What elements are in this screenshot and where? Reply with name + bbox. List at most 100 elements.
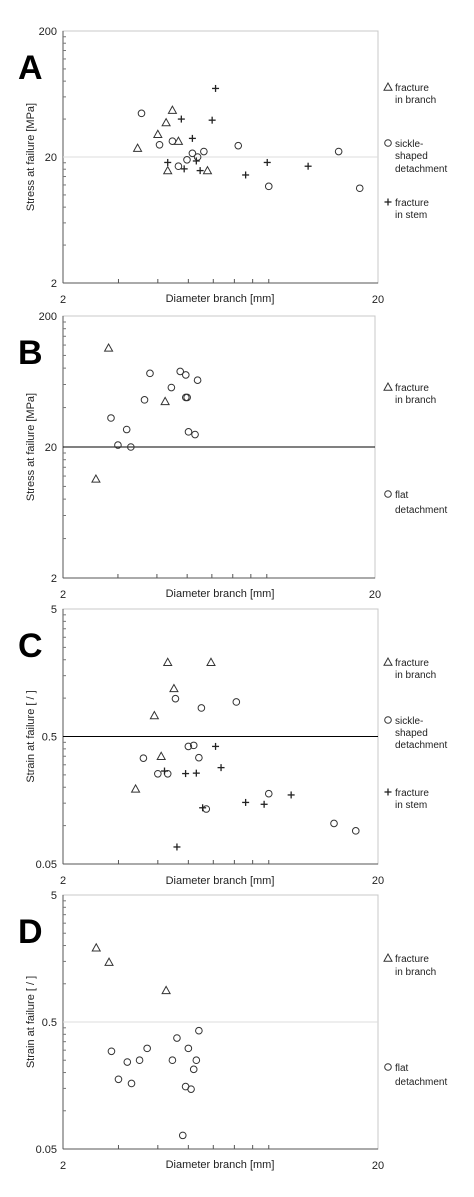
x-axis-title: Diameter branch [mm] [166,875,275,887]
data-point-circle [188,149,197,158]
legend-marker-triangle [383,656,393,666]
data-point-circle [107,414,115,422]
data-point-circle [234,141,243,150]
series-triangle [91,342,170,483]
data-point-circle [167,383,176,392]
data-point-triangle [91,473,101,483]
legend-label: sickle- [395,716,423,727]
data-point-circle [195,753,203,762]
data-point-plus [192,157,200,165]
legend-marker-triangle [383,81,393,91]
data-point-plus [173,843,181,851]
data-point-plus [196,167,204,175]
data-point-circle [168,137,177,145]
data-point-triangle [167,105,178,114]
legend-marker-circle [384,139,392,147]
data-point-circle [114,441,122,449]
legend-label: detachment [395,1077,447,1088]
panel-letter: C [18,627,43,665]
legend-label: flat [395,1063,409,1074]
legend-label: in branch [395,670,436,681]
data-point-plus [304,162,312,170]
legend-label: shaped [395,151,428,162]
panel-a: 2 20 2 20 200 Diameter branch [mm] Stress at f… [18,26,447,306]
y-tick-label: 0.5 [42,732,57,744]
legend-label: fracture [395,383,429,394]
data-point-plus [263,158,271,166]
data-point-circle [107,1047,116,1056]
data-point-circle [195,1026,203,1035]
y-tick-label: 0.05 [36,859,57,871]
panel-letter: B [18,334,43,372]
legend-label: fracture [395,658,429,669]
data-point-circle [140,396,149,404]
panel-c: 2 20 0.05 0.5 5 Diameter branch [mm] Strain at… [18,604,447,887]
data-point-circle [139,754,148,762]
data-point-circle [187,1085,195,1093]
data-point-triangle [152,129,163,138]
data-point-plus [208,116,216,124]
data-point-circle [184,1044,193,1053]
data-point-triangle [161,117,171,127]
data-point-circle [127,443,135,451]
data-point-circle [264,789,273,798]
data-point-triangle [162,165,173,175]
data-point-circle [192,1056,201,1065]
data-point-circle [146,369,154,378]
data-point-circle [123,1058,132,1066]
x-tick-label: 20 [372,1160,384,1172]
data-point-circle [189,741,198,750]
series-triangle [91,942,171,995]
data-point-triangle [202,165,213,175]
y-tick-label: 200 [39,26,57,38]
x-axis-title: Diameter branch [mm] [166,293,275,305]
legend-label: detachment [395,164,447,175]
legend-label: fracture [395,954,429,965]
y-axis-title: Stress at failure [MPa] [25,103,37,211]
data-point-triangle [149,710,160,720]
x-tick-label: 2 [60,1160,66,1172]
data-point-circle [197,704,206,712]
data-point-plus [242,171,250,179]
legend-entry: fracture in branch [383,952,436,978]
data-point-circle [355,184,364,193]
data-point-circle [155,140,164,149]
data-point-plus [180,165,188,173]
data-point-circle [183,393,191,402]
data-point-triangle [160,396,170,406]
data-point-circle [135,1056,144,1065]
data-point-circle [193,376,202,385]
data-point-plus [287,791,295,799]
legend-label: detachment [395,505,447,516]
legend-entry: flat detachment [384,490,447,516]
data-point-circle [191,430,199,439]
y-axis-title: Strain at failure [ / ] [25,690,37,782]
data-point-circle [143,1044,151,1053]
series-plus [160,742,295,851]
data-point-circle [193,153,202,161]
data-point-triangle [103,342,114,352]
y-axis-title: Stress at failure [MPa] [25,393,37,501]
series-triangle [130,657,216,793]
x-tick-label: 20 [372,875,384,887]
data-point-plus [177,115,185,123]
data-point-plus [188,134,196,142]
legend-marker-circle [384,1063,392,1071]
x-tick-label: 2 [60,589,66,601]
data-point-circle [176,367,185,376]
data-point-plus [260,800,268,808]
y-axis-title: Strain at failure [ / ] [25,976,37,1068]
legend-marker-triangle [383,381,393,391]
legend-label: in branch [395,967,436,978]
y-tick-label: 5 [51,604,57,616]
data-point-circle [334,147,343,156]
y-tick-label: 0.05 [36,1144,57,1156]
y-tick-label: 5 [51,890,57,902]
